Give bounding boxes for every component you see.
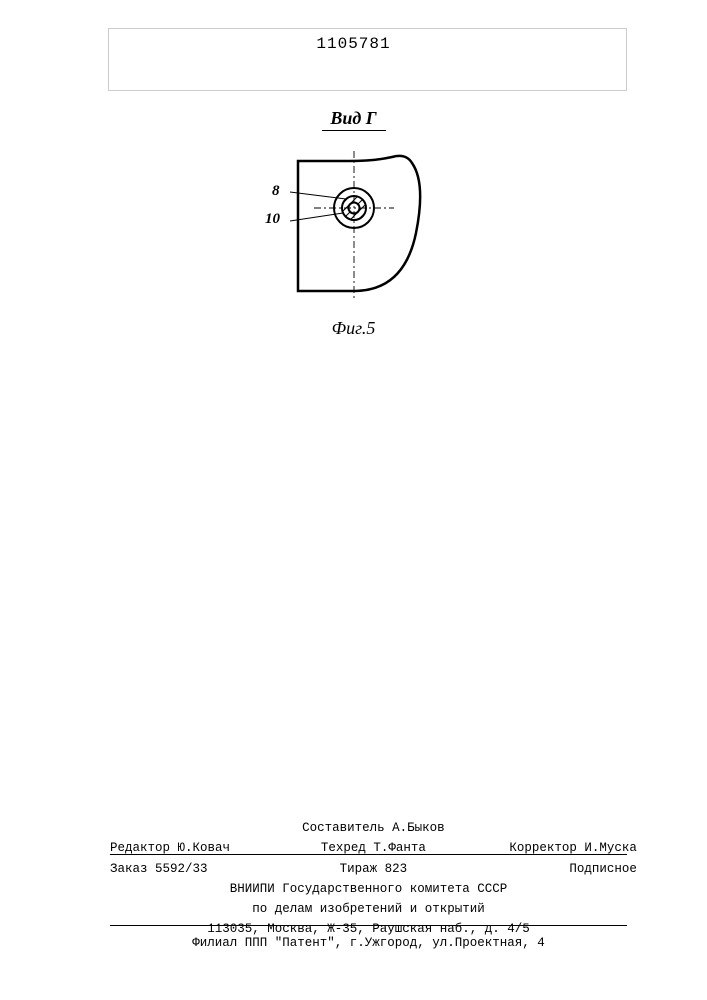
callout-8: 8 bbox=[272, 183, 280, 200]
figure-svg bbox=[254, 143, 454, 308]
order: Заказ 5592/33 bbox=[110, 859, 281, 879]
figure-caption: Фиг.5 bbox=[0, 318, 707, 339]
figure-5 bbox=[254, 143, 454, 313]
doc-number: 1105781 bbox=[0, 35, 707, 53]
editor: Редактор Ю.Ковач bbox=[110, 838, 281, 858]
korrektor: Корректор И.Муска bbox=[466, 838, 637, 858]
view-title: Вид Г bbox=[0, 108, 707, 129]
subscription: Подписное bbox=[466, 859, 637, 879]
footer-rule-1 bbox=[110, 854, 627, 855]
footer-filial: Филиал ППП "Патент", г.Ужгород, ул.Проек… bbox=[110, 933, 627, 953]
footer-credits: Составитель А.Быков Редактор Ю.Ковач Тех… bbox=[110, 818, 627, 858]
composer: Составитель А.Быков bbox=[288, 818, 459, 838]
footer-rule-2 bbox=[110, 925, 627, 926]
footer-publication: Заказ 5592/33 Тираж 823 Подписное ВНИИПИ… bbox=[110, 859, 627, 939]
callout-10: 10 bbox=[265, 211, 280, 228]
org-line-2: по делам изобретений и открытий bbox=[110, 899, 627, 919]
tekhred: Техред Т.Фанта bbox=[288, 838, 459, 858]
view-title-underline bbox=[322, 130, 386, 131]
tirazh: Тираж 823 bbox=[288, 859, 459, 879]
org-line-1: ВНИИПИ Государственного комитета СССР bbox=[110, 879, 627, 899]
